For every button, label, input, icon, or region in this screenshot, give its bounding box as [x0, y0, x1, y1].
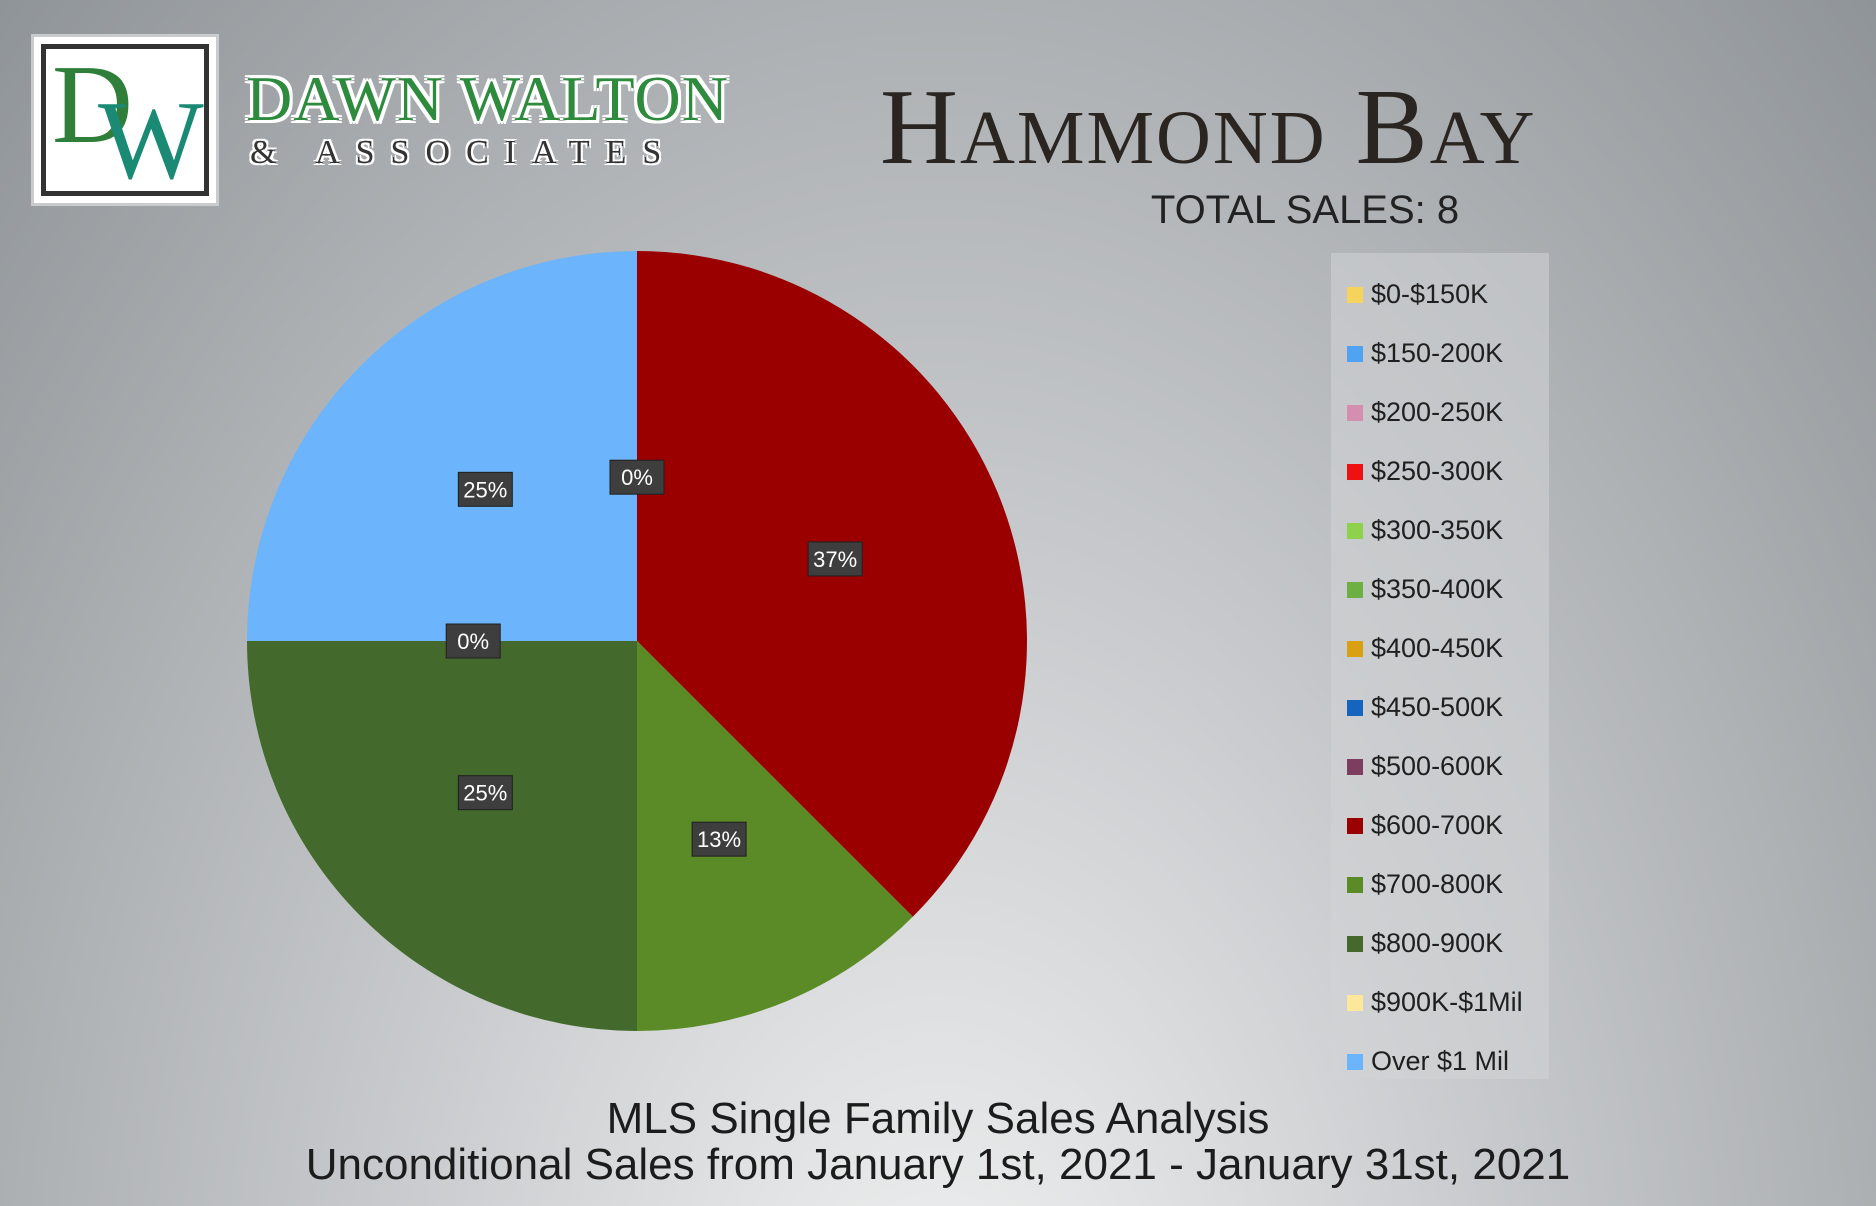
data-label-box	[609, 459, 665, 495]
pie-slice-over-1-mil	[247, 251, 637, 641]
data-label-text: 37%	[813, 547, 857, 572]
total-sales: TOTAL SALES: 8	[1150, 188, 1460, 232]
legend-item-250-300k: $250-300K	[1331, 442, 1549, 501]
pie-slice-700-800k	[637, 641, 913, 1031]
legend-item-150-200k: $150-200K	[1331, 324, 1549, 383]
data-label-text: 13%	[697, 827, 741, 852]
data-label-box	[691, 821, 747, 857]
legend-label: $500-600K	[1371, 751, 1504, 781]
legend-item-over-1-mil: Over $1 Mil	[1331, 1032, 1549, 1091]
legend-label: $400-450K	[1371, 633, 1504, 663]
brand-subtitle: & ASSOCIATES	[250, 134, 678, 171]
legend-label: Over $1 Mil	[1371, 1046, 1510, 1076]
footer-date-range: Unconditional Sales from January 1st, 20…	[305, 1140, 1571, 1189]
legend-swatch	[1347, 345, 1363, 362]
legend-label: $150-200K	[1371, 338, 1504, 368]
legend-label: $800-900K	[1371, 928, 1504, 958]
data-label-box	[457, 775, 513, 811]
data-label-box	[445, 623, 501, 659]
legend-item-200-250k: $200-250K	[1331, 383, 1549, 442]
legend-item-350-400k: $350-400K	[1331, 560, 1549, 619]
legend-swatch	[1347, 994, 1363, 1011]
legend-item-900k-1mil: $900K-$1Mil	[1331, 973, 1549, 1032]
data-label-box	[807, 541, 863, 577]
legend-swatch	[1347, 1053, 1363, 1070]
legend-item-0-150k: $0-$150K	[1331, 265, 1549, 324]
data-label-text: 0%	[621, 465, 653, 490]
logo-frame: D W	[41, 44, 209, 196]
legend-item-300-350k: $300-350K	[1331, 501, 1549, 560]
legend-swatch	[1347, 817, 1363, 834]
legend-label: $250-300K	[1371, 456, 1504, 486]
footer-title: MLS Single Family Sales Analysis	[606, 1094, 1270, 1143]
legend-swatch	[1347, 522, 1363, 539]
logo: D W	[31, 34, 219, 206]
legend-swatch	[1347, 640, 1363, 657]
legend-item-600-700k: $600-700K	[1331, 796, 1549, 855]
legend-label: $900K-$1Mil	[1371, 987, 1523, 1017]
legend-item-800-900k: $800-900K	[1331, 914, 1549, 973]
legend: $0-$150K $150-200K $200-250K $250-300K $300-…	[1331, 253, 1549, 1079]
legend-swatch	[1347, 935, 1363, 952]
legend-item-400-450k: $400-450K	[1331, 619, 1549, 678]
data-label-box	[457, 471, 513, 507]
data-label-600-700k: 37%	[807, 541, 863, 577]
data-label-900k-1mil: 0%	[445, 623, 501, 659]
legend-swatch	[1347, 404, 1363, 421]
legend-swatch	[1347, 876, 1363, 893]
data-label-text: 25%	[463, 781, 507, 806]
legend-swatch	[1347, 758, 1363, 775]
legend-item-700-800k: $700-800K	[1331, 855, 1549, 914]
legend-item-500-600k: $500-600K	[1331, 737, 1549, 796]
data-label-500-600k: 0%	[609, 459, 665, 495]
logo-letter-w: W	[98, 79, 204, 196]
pie-slice-600-700k	[637, 251, 1027, 917]
legend-label: $700-800K	[1371, 869, 1504, 899]
pie-slice-800-900k	[247, 641, 637, 1031]
brand-name: DAWN WALTON	[246, 63, 729, 134]
legend-label: $0-$150K	[1371, 279, 1489, 309]
data-label-700-800k: 13%	[691, 821, 747, 857]
chart-title: Hammond Bay	[880, 68, 1537, 187]
data-label-text: 25%	[463, 477, 507, 502]
legend-label: $300-350K	[1371, 515, 1504, 545]
legend-label: $350-400K	[1371, 574, 1504, 604]
legend-label: $600-700K	[1371, 810, 1504, 840]
data-label-text: 0%	[457, 629, 489, 654]
legend-swatch	[1347, 286, 1363, 303]
data-label-over-1-mil: 25%	[457, 471, 513, 507]
logo-letter-d: D	[52, 44, 133, 167]
legend-label: $450-500K	[1371, 692, 1504, 722]
legend-item-450-500k: $450-500K	[1331, 678, 1549, 737]
legend-label: $200-250K	[1371, 397, 1504, 427]
legend-swatch	[1347, 581, 1363, 598]
pie-data-labels: 0% 37% 13% 25% 0% 25%	[445, 459, 863, 857]
data-label-800-900k: 25%	[457, 775, 513, 811]
pie-slices	[247, 251, 1027, 1031]
legend-swatch	[1347, 699, 1363, 716]
legend-swatch	[1347, 463, 1363, 480]
